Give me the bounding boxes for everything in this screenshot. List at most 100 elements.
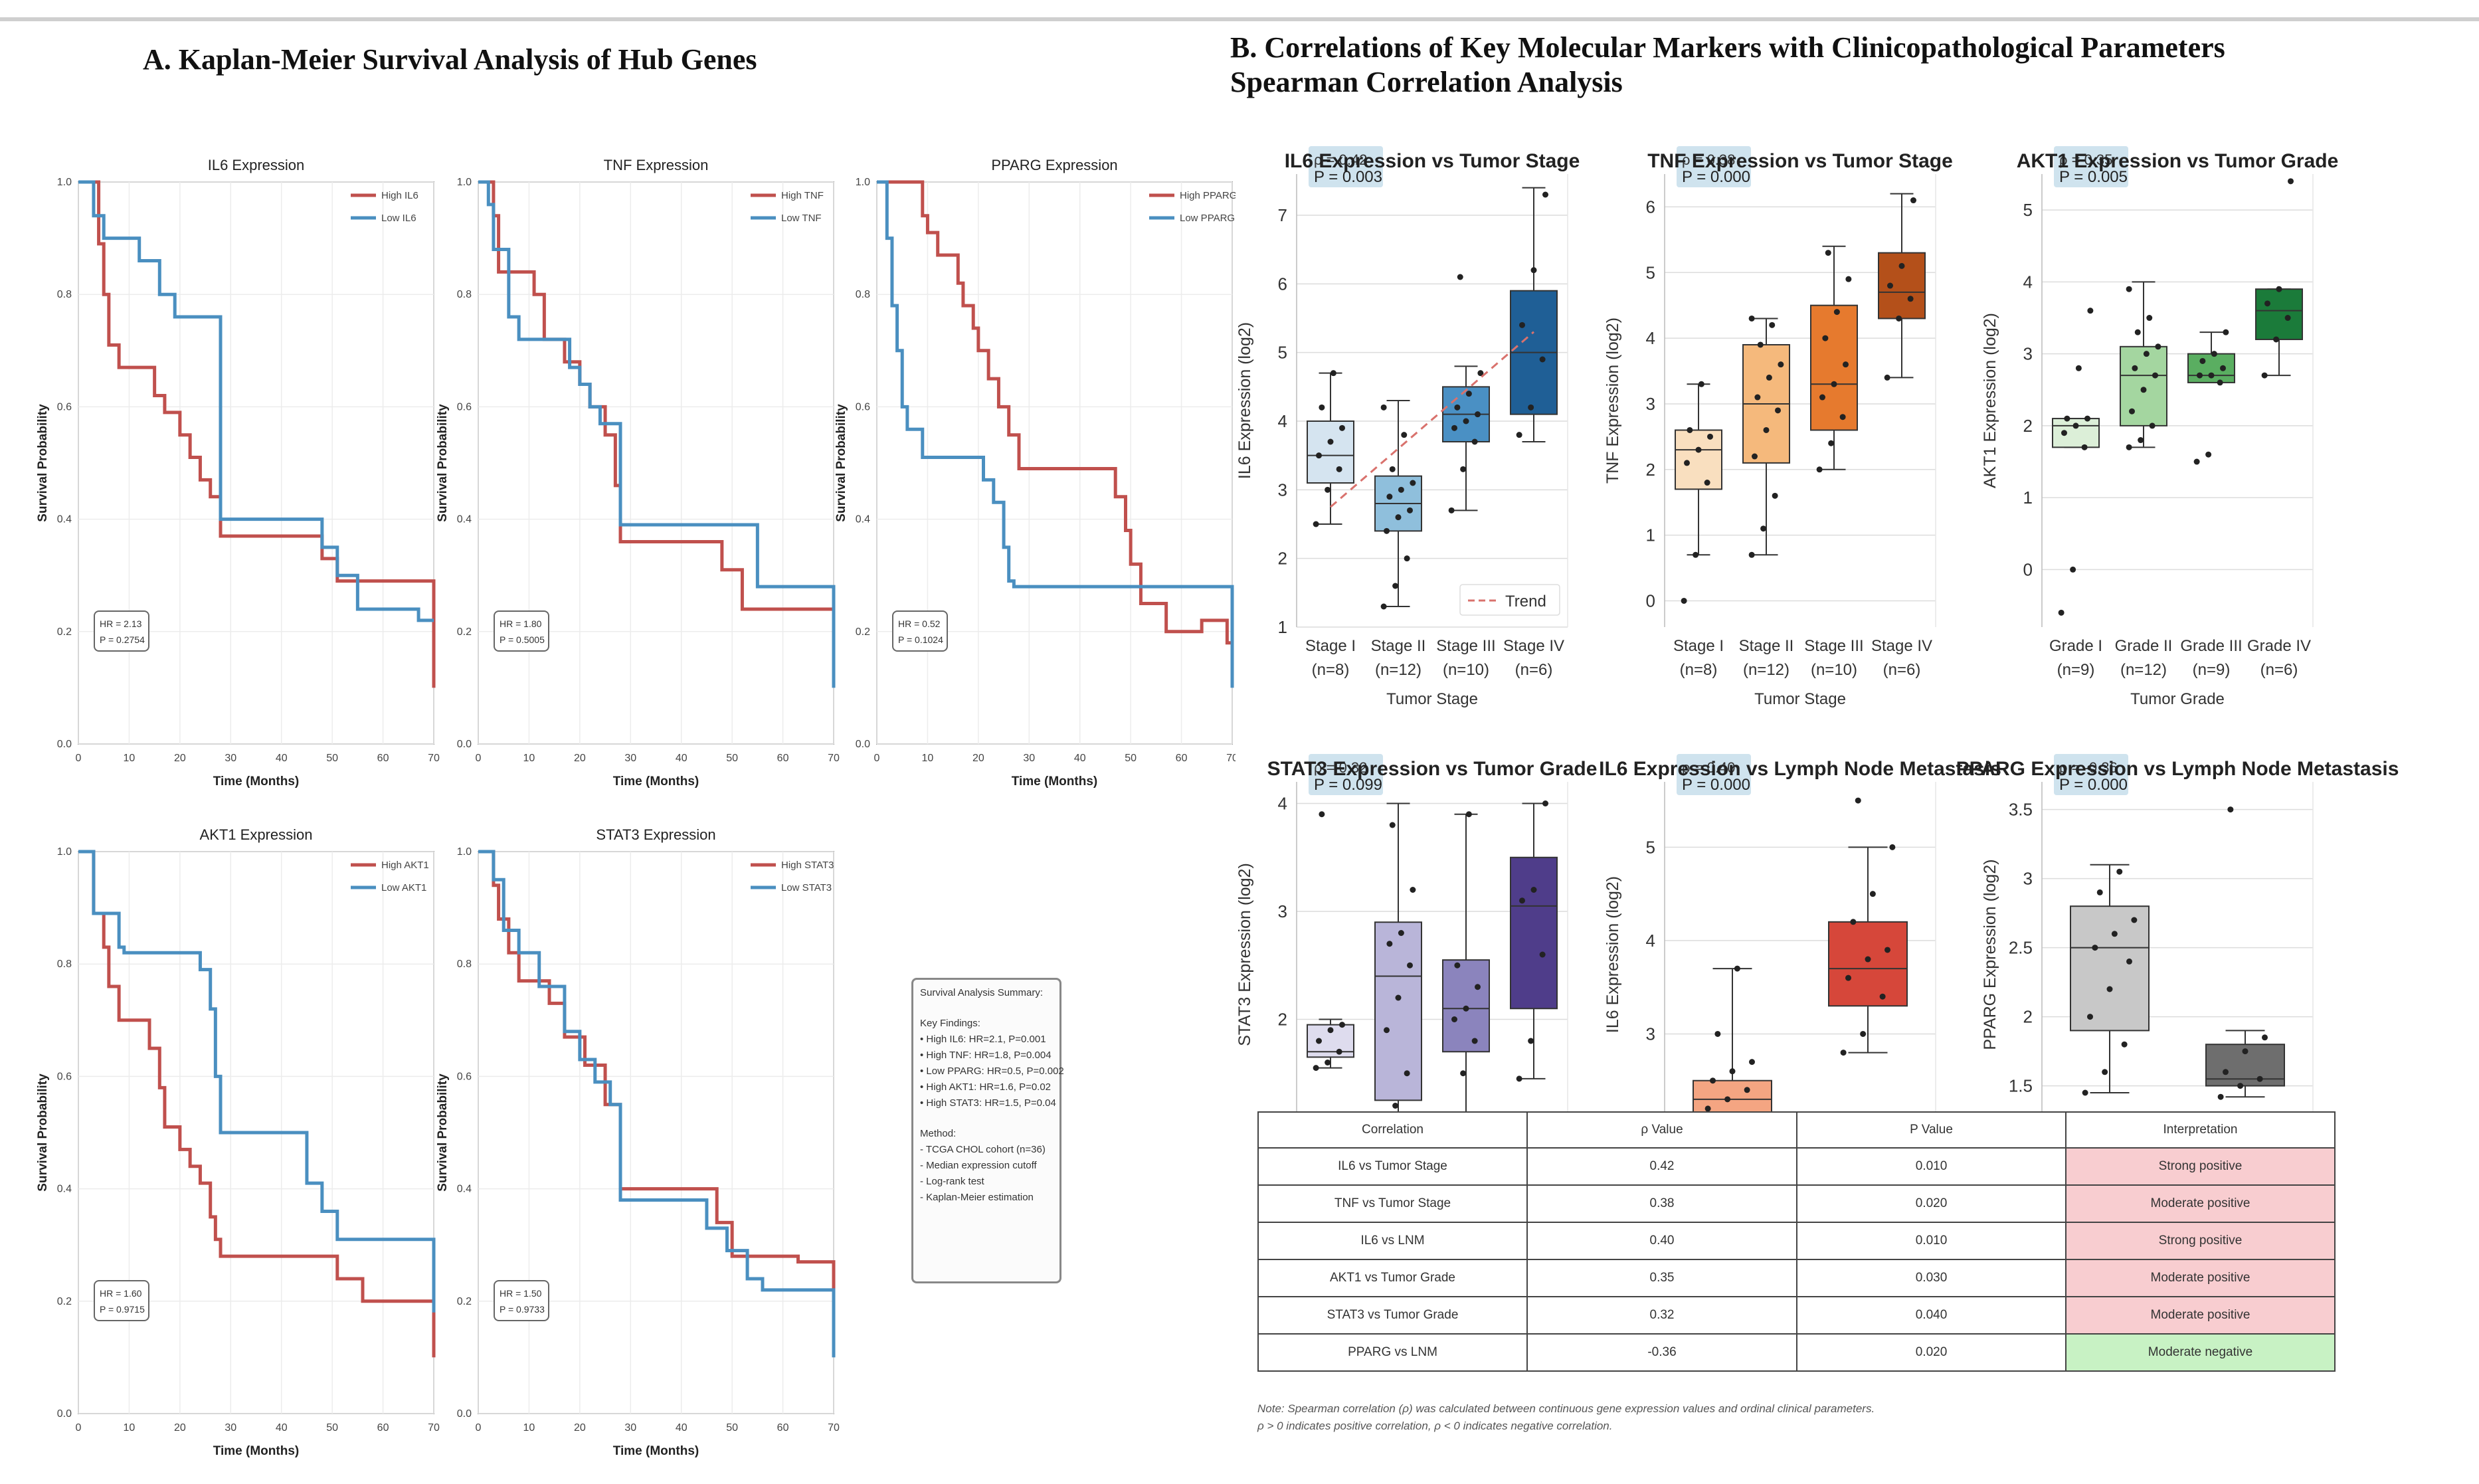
trend-line <box>1330 331 1534 508</box>
x-tick-label: 0 <box>76 1422 82 1434</box>
legend-label: Low IL6 <box>381 213 416 224</box>
box <box>1510 856 1558 1010</box>
data-point <box>1465 391 1472 397</box>
summary-finding: • High TNF: HR=1.8, P=0.004 <box>920 1050 1052 1061</box>
y-axis-label: Survival Probability <box>436 404 450 522</box>
box <box>2120 345 2167 426</box>
data-point <box>1879 993 1886 1000</box>
data-point <box>1816 466 1823 473</box>
y-tick-label: 6 <box>1646 197 1655 217</box>
data-point <box>1398 486 1404 493</box>
x-tick-label: 70 <box>828 1422 840 1434</box>
box <box>1307 420 1354 484</box>
y-tick-label: 4 <box>1278 411 1287 431</box>
data-point <box>1339 424 1345 431</box>
x-axis-label: Time (Months) <box>1012 775 1097 788</box>
y-tick-label: 2 <box>1646 460 1655 480</box>
data-point <box>1528 404 1534 411</box>
y-tick-label: 0.6 <box>457 401 472 413</box>
data-point <box>1869 891 1876 897</box>
data-point <box>1772 492 1778 499</box>
data-point <box>2126 286 2132 292</box>
x-tick-label: Stage II <box>1739 637 1794 655</box>
summary-method-item: - Log-rank test <box>920 1176 984 1187</box>
data-point <box>1454 404 1461 411</box>
data-point <box>1539 356 1546 363</box>
y-tick-label: 0.8 <box>457 289 472 300</box>
table-row: TNF vs Tumor Stage 0.38 0.020 Moderate p… <box>1257 1184 2336 1223</box>
y-tick-label: 0 <box>1646 591 1655 610</box>
data-point <box>1519 322 1525 328</box>
y-tick-label: 2 <box>2023 416 2033 436</box>
data-point <box>1704 1105 1711 1111</box>
table-header: ρ Value <box>1526 1111 1797 1149</box>
y-tick-label: 0.2 <box>57 626 72 638</box>
data-point <box>1539 951 1546 958</box>
stat-box <box>1309 146 1383 187</box>
stats-box <box>94 1280 149 1321</box>
y-tick-label: 4 <box>1646 931 1655 951</box>
stats-text: P = 0.9715 <box>100 1304 145 1315</box>
boxplot: 1 2 3 4 5 6 7 IL6 Expression (log2) Trend Stage I… <box>1236 146 1568 708</box>
y-tick-label: 1.0 <box>57 846 72 858</box>
stats-box <box>94 610 149 652</box>
data-point <box>2116 868 2123 875</box>
data-point <box>2121 1041 2128 1048</box>
stat-rho: ρ = 0.40 <box>1682 759 1735 776</box>
y-tick-label: 0.6 <box>57 401 72 413</box>
summary-finding: • Low PPARG: HR=0.5, P=0.002 <box>920 1066 1064 1077</box>
data-point <box>2276 286 2282 292</box>
data-point <box>1698 381 1704 387</box>
y-tick-label: 1 <box>1646 525 1655 545</box>
stat-box <box>1677 146 1751 187</box>
x-tick-label: (n=12) <box>1743 661 1790 679</box>
y-axis-label: Survival Probability <box>436 1073 450 1192</box>
data-point <box>2058 609 2065 616</box>
legend-label: Low TNF <box>781 213 822 224</box>
data-point <box>1828 440 1835 446</box>
x-tick-label: 0 <box>476 753 482 764</box>
data-point <box>2193 458 2200 465</box>
data-point <box>1401 432 1408 438</box>
y-tick-label: 0.8 <box>457 959 472 970</box>
stat-box <box>2054 754 2128 795</box>
y-tick-label: 2 <box>1278 549 1287 569</box>
stat-p-value: P = 0.003 <box>1314 168 1382 186</box>
table-cell: 0.40 <box>1526 1222 1797 1260</box>
x-tick-label: Stage I <box>1673 637 1724 655</box>
data-point <box>2072 422 2079 429</box>
boxplot-title: IL6 Expression vs Tumor Stage <box>1285 150 1580 172</box>
summary-findings-label: Key Findings: <box>920 1018 980 1029</box>
x-tick-label: (n=6) <box>1883 661 1921 679</box>
legend-label: Low PPARG <box>1180 213 1235 224</box>
y-axis-label: Survival Probability <box>36 404 50 522</box>
x-tick-label: 30 <box>225 753 236 764</box>
boxplot-title-group: STAT3 Expression vs Tumor Grade <box>1267 758 1598 780</box>
boxplot-title: TNF Expression vs Tumor Stage <box>1647 150 1953 172</box>
x-tick-label: 60 <box>777 1422 789 1434</box>
legend-label: High IL6 <box>381 190 418 201</box>
stats-text: P = 0.5005 <box>500 634 545 645</box>
boxplot-title: STAT3 Expression vs Tumor Grade <box>1267 758 1598 780</box>
data-point <box>1825 250 1831 256</box>
interpretation-cell: Strong positive <box>2065 1222 2336 1260</box>
table-cell: 0.020 <box>1796 1184 2066 1223</box>
data-point <box>1339 1022 1345 1028</box>
stat-rho: ρ = 0.38 <box>1682 151 1735 168</box>
y-tick-label: 5 <box>1646 262 1655 282</box>
data-point <box>1316 1038 1322 1044</box>
y-tick-label: 3 <box>2023 869 2033 889</box>
data-point <box>1681 597 1687 604</box>
y-tick-label: 1.0 <box>457 846 472 858</box>
x-tick-label: (n=10) <box>1443 661 1489 679</box>
km-plot: 0 10 20 30 40 50 60 70 0.0 0.2 0.4 0.6 0.8 1.0 STAT3 E… <box>436 826 840 1458</box>
data-point <box>2143 351 2150 357</box>
data-point <box>1748 551 1755 558</box>
x-tick-label: 60 <box>1176 753 1188 764</box>
stats-box <box>494 1280 549 1321</box>
stat-rho: ρ = 0.42 <box>1314 151 1367 168</box>
data-point <box>1695 446 1702 453</box>
x-tick-label: (n=8) <box>1312 661 1350 679</box>
survival-curve <box>78 180 434 622</box>
data-point <box>1384 527 1390 534</box>
